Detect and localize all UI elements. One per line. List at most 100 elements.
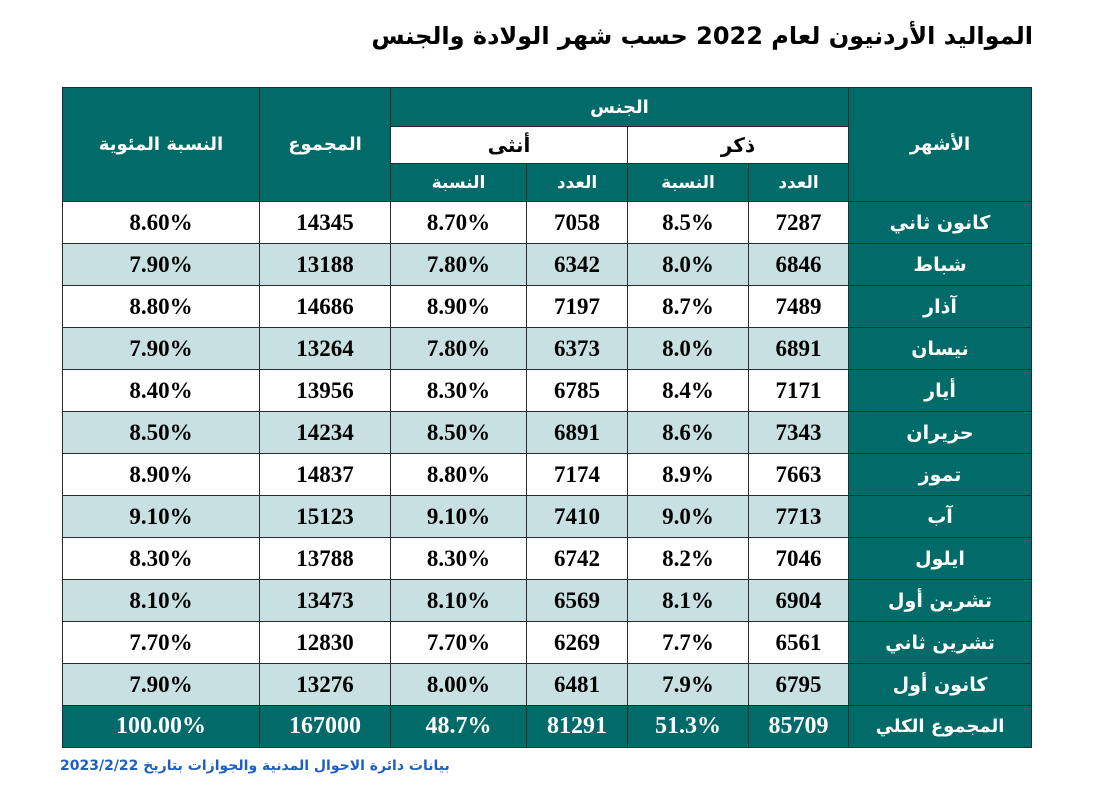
percent-cell: 7.70% (62, 621, 260, 664)
male-count-cell: 6561 (748, 621, 850, 664)
female-ratio-cell: 8.80% (389, 453, 528, 496)
percent-cell: 8.90% (62, 453, 260, 496)
total-cell: 14686 (259, 285, 391, 328)
total-cell: 13276 (259, 663, 391, 706)
percent-cell: 8.10% (62, 579, 260, 622)
total-cell: 14837 (259, 453, 391, 496)
female-count-cell: 7410 (526, 495, 629, 538)
female-count-cell: 6569 (526, 579, 629, 622)
header-male-count: العدد (748, 163, 850, 202)
grand-total-female-count: 81291 (526, 705, 629, 748)
male-ratio-cell: 9.0% (627, 495, 750, 538)
grand-total-label: المجموع الكلي (848, 705, 1033, 748)
male-count-cell: 7489 (748, 285, 850, 328)
total-cell: 13264 (259, 327, 391, 370)
female-ratio-cell: 7.80% (389, 327, 528, 370)
percent-cell: 8.80% (62, 285, 260, 328)
header-female-count: العدد (526, 163, 629, 202)
table-row: تموز 7663 8.9% 7174 8.80% 14837 8.90% (62, 453, 1033, 496)
header-male: ذكر (627, 126, 850, 164)
month-cell: كانون أول (848, 663, 1033, 706)
male-ratio-cell: 8.5% (627, 201, 750, 244)
percent-cell: 9.10% (62, 495, 260, 538)
male-count-cell: 6795 (748, 663, 850, 706)
month-cell: تشرين ثاني (848, 621, 1033, 664)
male-count-cell: 7287 (748, 201, 850, 244)
month-cell: تشرين أول (848, 579, 1033, 622)
percent-cell: 8.60% (62, 201, 260, 244)
total-cell: 14345 (259, 201, 391, 244)
male-ratio-cell: 8.1% (627, 579, 750, 622)
table-row: تشرين أول 6904 8.1% 6569 8.10% 13473 8.1… (62, 579, 1033, 622)
grand-total-sum: 167000 (259, 705, 391, 748)
female-ratio-cell: 9.10% (389, 495, 528, 538)
male-count-cell: 6904 (748, 579, 850, 622)
births-table: الأشهر الجنس المجموع النسبة المئوية ذكر … (62, 87, 1033, 748)
month-cell: آب (848, 495, 1033, 538)
header-total: المجموع (259, 87, 391, 202)
female-count-cell: 6342 (526, 243, 629, 286)
table-row: كانون ثاني 7287 8.5% 7058 8.70% 14345 8.… (62, 201, 1033, 244)
percent-cell: 7.90% (62, 327, 260, 370)
table-row: ايلول 7046 8.2% 6742 8.30% 13788 8.30% (62, 537, 1033, 580)
male-ratio-cell: 7.9% (627, 663, 750, 706)
month-cell: شباط (848, 243, 1033, 286)
percent-cell: 8.40% (62, 369, 260, 412)
header-male-ratio: النسبة (627, 163, 750, 202)
male-ratio-cell: 8.6% (627, 411, 750, 454)
header-female-ratio: النسبة (389, 163, 528, 202)
female-count-cell: 6373 (526, 327, 629, 370)
female-count-cell: 6269 (526, 621, 629, 664)
male-ratio-cell: 8.7% (627, 285, 750, 328)
total-cell: 13188 (259, 243, 391, 286)
header-gender: الجنس (389, 87, 850, 127)
header-percent: النسبة المئوية (62, 87, 260, 202)
page-title: المواليد الأردنيون لعام 2022 حسب شهر الو… (371, 22, 1033, 50)
female-ratio-cell: 8.10% (389, 579, 528, 622)
male-ratio-cell: 8.4% (627, 369, 750, 412)
female-count-cell: 6481 (526, 663, 629, 706)
male-ratio-cell: 8.0% (627, 327, 750, 370)
male-count-cell: 7663 (748, 453, 850, 496)
month-cell: حزيران (848, 411, 1033, 454)
table-row: آذار 7489 8.7% 7197 8.90% 14686 8.80% (62, 285, 1033, 328)
male-ratio-cell: 8.2% (627, 537, 750, 580)
female-count-cell: 7174 (526, 453, 629, 496)
total-cell: 14234 (259, 411, 391, 454)
total-cell: 13788 (259, 537, 391, 580)
female-count-cell: 6742 (526, 537, 629, 580)
grand-total-female-ratio: 48.7% (389, 705, 528, 748)
total-cell: 13956 (259, 369, 391, 412)
percent-cell: 7.90% (62, 663, 260, 706)
female-count-cell: 7197 (526, 285, 629, 328)
header-months: الأشهر (848, 87, 1033, 202)
female-ratio-cell: 8.30% (389, 369, 528, 412)
percent-cell: 8.50% (62, 411, 260, 454)
female-ratio-cell: 8.70% (389, 201, 528, 244)
female-count-cell: 6785 (526, 369, 629, 412)
percent-cell: 8.30% (62, 537, 260, 580)
grand-total-percent: 100.00% (62, 705, 260, 748)
table-row: كانون أول 6795 7.9% 6481 8.00% 13276 7.9… (62, 663, 1033, 706)
female-count-cell: 7058 (526, 201, 629, 244)
table-row: شباط 6846 8.0% 6342 7.80% 13188 7.90% (62, 243, 1033, 286)
header-female: أنثى (389, 126, 629, 164)
male-ratio-cell: 7.7% (627, 621, 750, 664)
total-cell: 15123 (259, 495, 391, 538)
grand-total-male-ratio: 51.3% (627, 705, 750, 748)
table-row: آب 7713 9.0% 7410 9.10% 15123 9.10% (62, 495, 1033, 538)
female-count-cell: 6891 (526, 411, 629, 454)
male-ratio-cell: 8.0% (627, 243, 750, 286)
female-ratio-cell: 8.00% (389, 663, 528, 706)
female-ratio-cell: 8.50% (389, 411, 528, 454)
male-count-cell: 6891 (748, 327, 850, 370)
month-cell: آذار (848, 285, 1033, 328)
month-cell: ايلول (848, 537, 1033, 580)
male-count-cell: 7046 (748, 537, 850, 580)
source-note: بيانات دائرة الاحوال المدنية والجوازات ب… (60, 758, 450, 774)
month-cell: أيار (848, 369, 1033, 412)
male-count-cell: 6846 (748, 243, 850, 286)
grand-total-male-count: 85709 (748, 705, 850, 748)
month-cell: تموز (848, 453, 1033, 496)
